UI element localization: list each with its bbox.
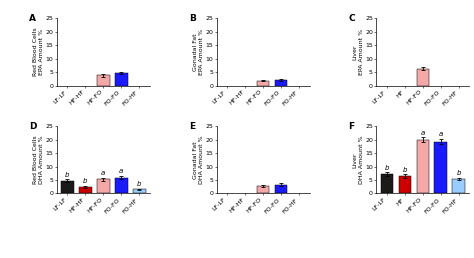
Y-axis label: Red Blood Cells
EPA Amount %: Red Blood Cells EPA Amount % — [33, 28, 44, 76]
Bar — [435, 142, 447, 194]
Y-axis label: Gonadal Fat
DHA Amount %: Gonadal Fat DHA Amount % — [193, 135, 204, 184]
Y-axis label: Liver
EPA Amount %: Liver EPA Amount % — [353, 29, 364, 75]
Text: a: a — [438, 131, 443, 137]
Bar — [97, 75, 109, 86]
Text: b: b — [402, 167, 407, 173]
Text: D: D — [29, 122, 36, 131]
Text: A: A — [29, 14, 36, 23]
Text: b: b — [384, 165, 389, 171]
Bar — [275, 80, 287, 86]
Bar — [275, 185, 287, 194]
Text: b: b — [137, 181, 142, 187]
Bar — [115, 178, 128, 194]
Text: E: E — [189, 122, 195, 131]
Bar — [115, 73, 128, 86]
Bar — [133, 189, 146, 194]
Y-axis label: Red Blood Cells
DHA Amount %: Red Blood Cells DHA Amount % — [33, 135, 44, 184]
Text: a: a — [421, 130, 425, 136]
Bar — [381, 174, 393, 194]
Text: F: F — [348, 122, 355, 131]
Bar — [257, 81, 269, 86]
Y-axis label: Liver
DHA Amount %: Liver DHA Amount % — [353, 135, 364, 184]
Bar — [417, 140, 429, 194]
Text: C: C — [348, 14, 355, 23]
Bar — [417, 69, 429, 86]
Bar — [61, 181, 73, 194]
Bar — [453, 179, 465, 194]
Text: B: B — [189, 14, 196, 23]
Text: a: a — [101, 171, 105, 176]
Text: b: b — [83, 178, 88, 184]
Bar — [399, 176, 411, 194]
Text: a: a — [119, 168, 123, 174]
Bar — [97, 180, 109, 194]
Bar — [79, 187, 91, 194]
Text: b: b — [65, 172, 70, 178]
Bar — [257, 186, 269, 194]
Text: b: b — [456, 170, 461, 176]
Y-axis label: Gonadal Fat
EPA Amount %: Gonadal Fat EPA Amount % — [193, 29, 204, 75]
